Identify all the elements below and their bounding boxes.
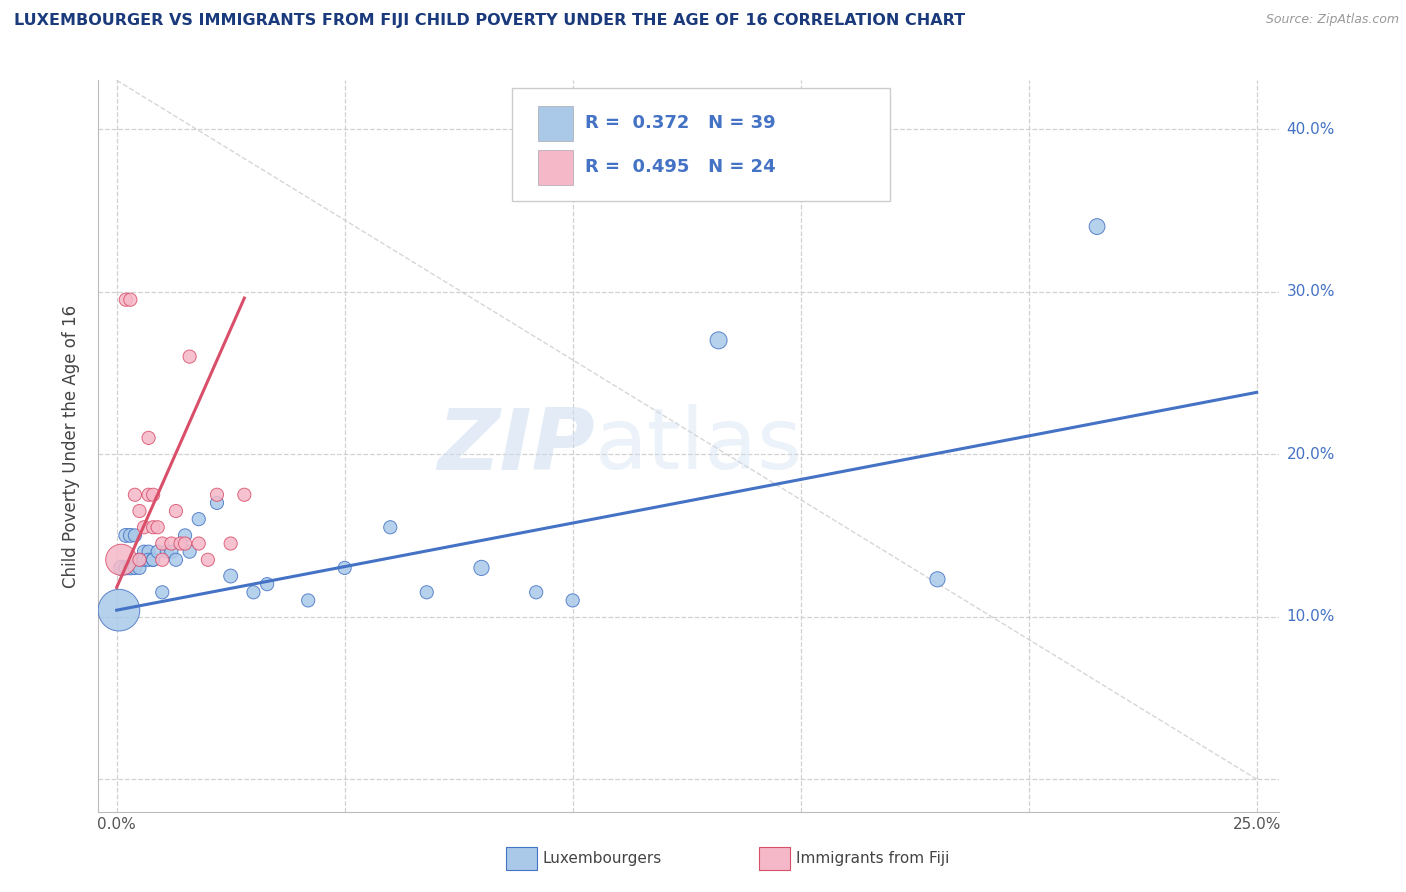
Point [169,536,191,550]
Text: R =  0.372   N = 39: R = 0.372 N = 39 [585,114,776,132]
Point [150,536,173,550]
Point [138,544,160,558]
Point [146,544,169,558]
Point [233,488,256,502]
Text: 20.0%: 20.0% [1286,447,1334,462]
Point [120,293,142,307]
Point [927,572,949,586]
Y-axis label: Child Poverty Under the Age of 16: Child Poverty Under the Age of 16 [62,304,80,588]
Text: Immigrants from Fiji: Immigrants from Fiji [796,852,949,866]
Point [138,488,160,502]
Point [120,561,142,575]
Text: LUXEMBOURGER VS IMMIGRANTS FROM FIJI CHILD POVERTY UNDER THE AGE OF 16 CORRELATI: LUXEMBOURGER VS IMMIGRANTS FROM FIJI CHI… [14,13,965,29]
Point [128,561,150,575]
Point [114,293,136,307]
Point [174,528,197,542]
Point [146,520,169,534]
Point [219,536,242,550]
Point [470,561,492,575]
Point [380,520,402,534]
Point [160,536,183,550]
Text: Luxembourgers: Luxembourgers [543,852,662,866]
Text: 40.0%: 40.0% [1286,121,1334,136]
Point [524,585,547,599]
Text: ZIP: ZIP [437,404,595,488]
FancyBboxPatch shape [537,106,574,141]
Text: Source: ZipAtlas.com: Source: ZipAtlas.com [1265,13,1399,27]
Point [256,577,278,591]
FancyBboxPatch shape [537,150,574,185]
Point [114,561,136,575]
Point [120,528,142,542]
Text: 10.0%: 10.0% [1286,609,1334,624]
Point [132,553,155,567]
Point [138,553,160,567]
Point [205,496,228,510]
Point [197,553,219,567]
Point [416,585,439,599]
Point [142,488,165,502]
Point [124,528,146,542]
Point [165,553,187,567]
Point [128,553,150,567]
Point [142,520,165,534]
Point [174,536,197,550]
Point [142,553,165,567]
Point [124,488,146,502]
Point [138,431,160,445]
Text: atlas: atlas [595,404,803,488]
Point [142,553,165,567]
Point [108,603,131,617]
Point [165,504,187,518]
Text: R =  0.495   N = 24: R = 0.495 N = 24 [585,158,776,177]
Point [128,553,150,567]
Point [156,544,179,558]
Point [707,334,730,348]
Point [205,488,228,502]
Point [160,544,183,558]
Point [187,536,209,550]
Point [179,350,201,364]
Point [110,561,132,575]
Point [1085,219,1108,234]
Point [132,544,155,558]
Point [187,512,209,526]
Point [114,528,136,542]
Point [561,593,583,607]
Point [150,553,173,567]
FancyBboxPatch shape [512,87,890,201]
Point [333,561,356,575]
Point [128,504,150,518]
Point [150,585,173,599]
Point [242,585,264,599]
Point [124,561,146,575]
Point [128,553,150,567]
Text: 30.0%: 30.0% [1286,284,1334,299]
Point [219,569,242,583]
Point [297,593,319,607]
Point [179,544,201,558]
Point [110,553,132,567]
Point [132,520,155,534]
